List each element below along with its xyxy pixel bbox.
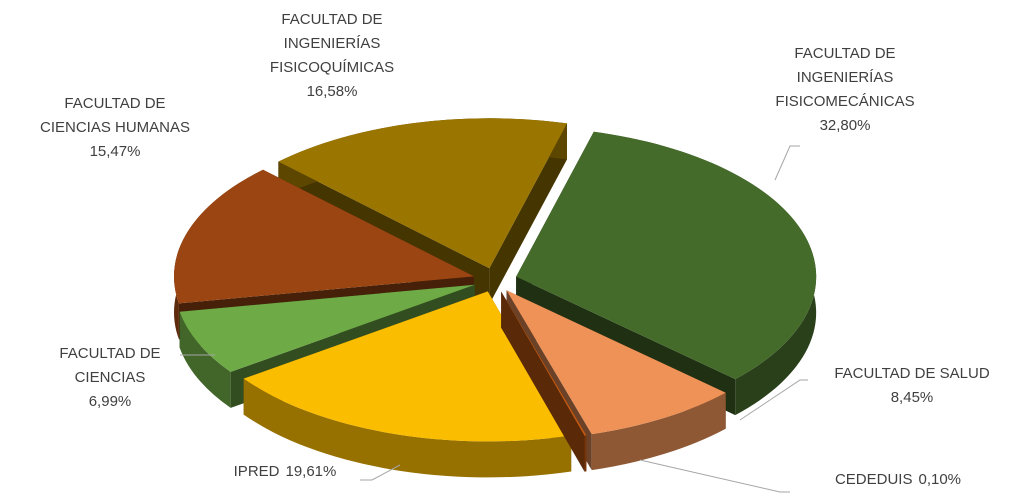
slice — [501, 291, 587, 472]
slice — [506, 290, 726, 435]
value-label: 0,10% — [918, 471, 962, 488]
data-label: FACULTAD DE INGENIERÍAS FISICOQUÍMICAS 16… — [247, 8, 417, 104]
category-label: FACULTAD DE SALUD — [834, 365, 990, 382]
slice — [516, 131, 817, 380]
category-label: FACULTAD DE CIENCIAS HUMANAS — [39, 95, 191, 136]
slice — [174, 169, 475, 304]
leader-line — [739, 379, 808, 421]
data-label: IPRED 19,61% — [185, 460, 385, 484]
category-label: IPRED — [233, 463, 280, 480]
slice-side — [584, 435, 587, 472]
slice-side — [179, 311, 231, 408]
slice — [501, 291, 587, 436]
value-label: 32,80% — [819, 117, 871, 134]
data-label: FACULTAD DE CIENCIAS HUMANAS 15,47% — [30, 92, 200, 164]
slice — [278, 118, 568, 269]
slice-cut-face — [489, 123, 568, 305]
leader-line — [639, 459, 790, 493]
slice — [243, 291, 572, 442]
leader-line — [360, 464, 401, 481]
slice-cut-face — [501, 291, 585, 472]
category-label: CEDEDUIS — [834, 471, 913, 488]
slice-side — [591, 392, 726, 471]
data-label: FACULTAD DE INGENIERÍAS FISICOMECÁNICAS 3… — [760, 42, 930, 138]
slice-side — [243, 378, 572, 478]
value-label: 6,99% — [88, 393, 132, 410]
value-label: 15,47% — [89, 143, 141, 160]
slice — [179, 284, 475, 372]
data-label: CEDEDUIS 0,10% — [778, 468, 1015, 492]
leader-line — [774, 145, 800, 181]
category-label: FACULTAD DE INGENIERÍAS FISICOMECÁNICAS — [775, 45, 915, 110]
category-label: FACULTAD DE INGENIERÍAS FISICOQUÍMICAS — [269, 11, 395, 76]
data-label: FACULTAD DE CIENCIAS 6,99% — [40, 342, 180, 414]
value-label: 19,61% — [285, 463, 337, 480]
category-label: FACULTAD DE CIENCIAS — [59, 345, 161, 386]
value-label: 8,45% — [890, 389, 934, 406]
value-label: 16,58% — [306, 83, 358, 100]
data-label: FACULTAD DE SALUD 8,45% — [792, 362, 1015, 410]
